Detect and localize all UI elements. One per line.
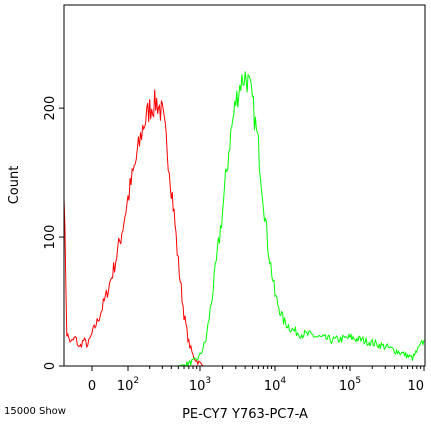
x-tick-label: 103 (189, 376, 211, 394)
y-tick-label: 100 (43, 225, 58, 250)
histogram-series-1 (63, 89, 204, 367)
series-layer (63, 71, 425, 368)
x-tick-label: 10 (407, 379, 424, 394)
y-axis-ticks: 0 100 200 (43, 96, 64, 370)
x-axis-label: PE-CY7 Y763-PC7-A (182, 407, 308, 422)
y-tick-label: 0 (43, 362, 58, 370)
plot-frame (63, 4, 426, 367)
x-tick-label: 0 (88, 379, 96, 394)
x-tick-label: 104 (264, 376, 287, 394)
y-tick-label: 200 (43, 96, 58, 121)
y-axis-label: Count (7, 166, 22, 205)
x-tick-label: 102 (117, 376, 139, 394)
x-axis-ticks: 0 102 103 104 105 10 (88, 366, 425, 394)
histogram-series-2 (178, 71, 425, 368)
x-tick-label: 105 (339, 376, 361, 394)
sample-count-note: 15000 Show (4, 406, 66, 417)
